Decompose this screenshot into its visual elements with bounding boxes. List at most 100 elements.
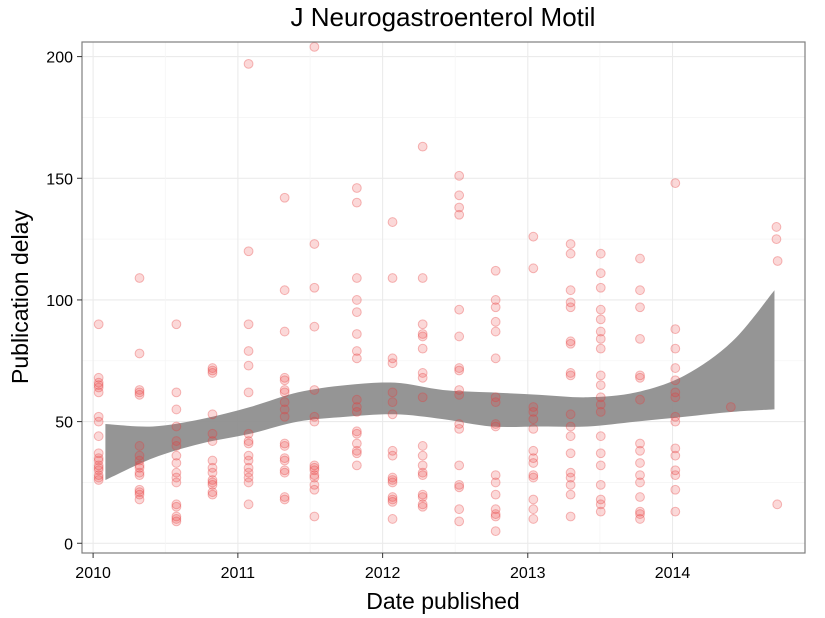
data-point bbox=[309, 511, 320, 522]
data-point bbox=[387, 353, 398, 364]
y-tick-label: 100 bbox=[46, 293, 73, 310]
data-point bbox=[207, 487, 218, 498]
axes: 0 50 100 150 200 2010 2011 2012 2013 2014 bbox=[46, 50, 690, 582]
data-point bbox=[595, 304, 606, 315]
data-point bbox=[387, 475, 398, 485]
data-point bbox=[207, 365, 218, 376]
data-point bbox=[279, 494, 290, 505]
data-point bbox=[387, 273, 398, 283]
data-point bbox=[351, 183, 362, 193]
data-point bbox=[528, 453, 539, 464]
data-point bbox=[595, 406, 606, 417]
data-point bbox=[670, 411, 681, 422]
data-point bbox=[565, 409, 576, 420]
data-point bbox=[171, 477, 182, 488]
data-point bbox=[635, 445, 645, 456]
data-point bbox=[635, 333, 645, 344]
data-point bbox=[635, 253, 645, 264]
data-point bbox=[490, 392, 501, 403]
data-point bbox=[243, 462, 254, 473]
data-point bbox=[279, 397, 290, 408]
data-point bbox=[351, 426, 362, 437]
data-point bbox=[243, 319, 254, 330]
data-point bbox=[565, 479, 576, 490]
data-point bbox=[387, 497, 398, 507]
data-point bbox=[595, 494, 606, 505]
data-point bbox=[417, 392, 428, 403]
data-point bbox=[565, 421, 576, 432]
data-point bbox=[595, 282, 606, 293]
data-point bbox=[279, 326, 290, 337]
data-point bbox=[387, 358, 398, 369]
data-point bbox=[243, 360, 254, 371]
data-point bbox=[417, 441, 428, 451]
data-point bbox=[351, 438, 362, 449]
data-point bbox=[279, 467, 290, 478]
data-point bbox=[134, 389, 145, 400]
data-point bbox=[528, 504, 539, 515]
data-point bbox=[134, 385, 145, 395]
data-point bbox=[279, 411, 290, 422]
data-point bbox=[417, 450, 428, 461]
data-point bbox=[595, 479, 606, 490]
data-point bbox=[134, 387, 145, 398]
data-point bbox=[454, 365, 465, 376]
data-point bbox=[134, 484, 145, 495]
data-point bbox=[351, 445, 362, 456]
y-axis-title: Publication delay bbox=[7, 210, 33, 384]
data-point bbox=[387, 450, 398, 461]
data-point bbox=[595, 392, 606, 403]
data-point bbox=[565, 248, 576, 259]
data-point bbox=[387, 472, 398, 483]
x-tick-label: 2011 bbox=[221, 565, 256, 582]
y-tick-label: 150 bbox=[46, 171, 73, 188]
data-point bbox=[134, 455, 145, 466]
data-point bbox=[279, 441, 290, 451]
data-point bbox=[134, 494, 145, 505]
data-point bbox=[565, 239, 576, 249]
data-point bbox=[171, 404, 182, 415]
data-point bbox=[387, 387, 398, 398]
data-point bbox=[171, 319, 182, 330]
data-point bbox=[490, 504, 501, 515]
data-point bbox=[279, 453, 290, 464]
data-point bbox=[528, 458, 539, 468]
data-point bbox=[565, 338, 576, 349]
data-point bbox=[243, 436, 254, 446]
data-point bbox=[670, 506, 681, 517]
data-point bbox=[595, 448, 606, 459]
data-point bbox=[207, 428, 218, 439]
panel-border bbox=[81, 41, 806, 554]
data-point bbox=[528, 424, 539, 434]
data-point bbox=[528, 494, 539, 505]
data-point bbox=[670, 443, 681, 454]
data-point bbox=[595, 333, 606, 344]
x-axis-title: Date published bbox=[366, 588, 519, 614]
data-point bbox=[595, 399, 606, 410]
data-point bbox=[454, 419, 465, 429]
data-point bbox=[207, 467, 218, 478]
data-point bbox=[171, 421, 182, 432]
data-point bbox=[243, 450, 254, 461]
data-point bbox=[670, 375, 681, 386]
data-point bbox=[670, 470, 681, 481]
data-point bbox=[595, 431, 606, 442]
data-point bbox=[528, 406, 539, 417]
data-point bbox=[279, 192, 290, 203]
data-point bbox=[635, 302, 645, 313]
data-point bbox=[670, 363, 681, 373]
data-point bbox=[454, 363, 465, 373]
data-point bbox=[772, 499, 783, 510]
data-point bbox=[417, 499, 428, 510]
data-point bbox=[528, 414, 539, 425]
data-point bbox=[454, 504, 465, 515]
data-point bbox=[279, 404, 290, 415]
data-point bbox=[670, 465, 681, 476]
data-point bbox=[417, 343, 428, 354]
data-point bbox=[134, 462, 145, 473]
data-point bbox=[171, 511, 182, 522]
data-point bbox=[595, 380, 606, 391]
data-point bbox=[309, 472, 320, 483]
chart-title: J Neurogastroenterol Motil bbox=[291, 2, 596, 32]
